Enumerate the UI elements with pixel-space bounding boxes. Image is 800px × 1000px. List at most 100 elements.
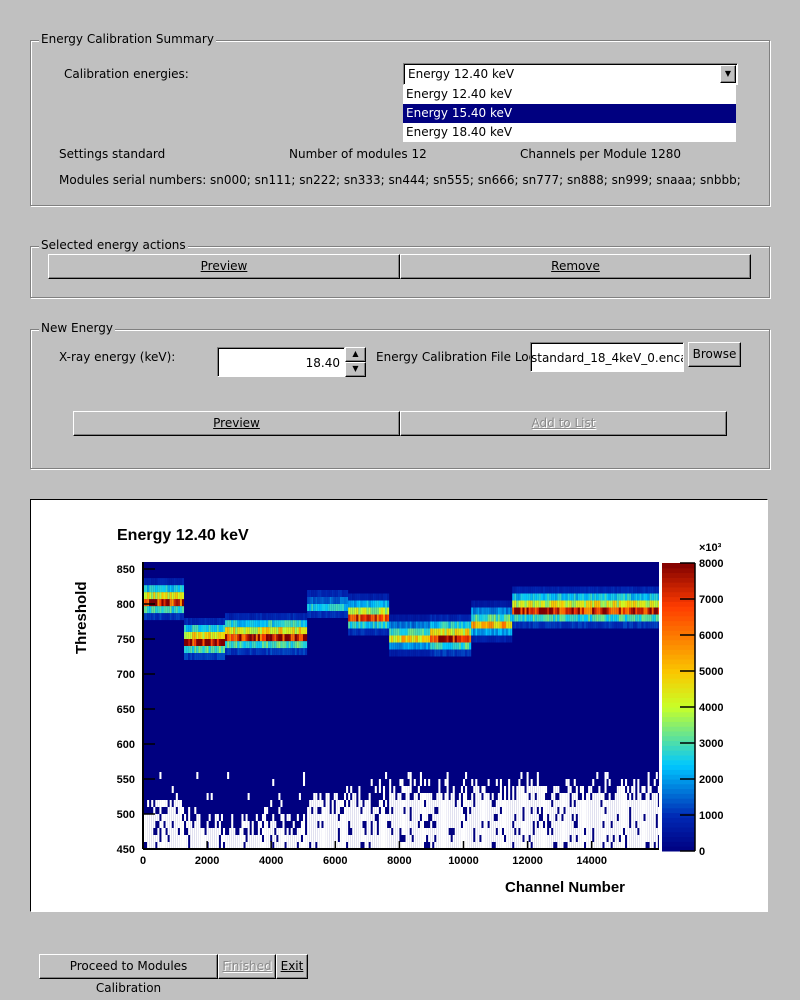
heatmap-cell	[581, 835, 585, 842]
dropdown-option[interactable]: Energy 18.40 keV	[406, 125, 513, 139]
heatmap-cell	[493, 835, 496, 842]
heatmap-cell	[641, 621, 644, 629]
heatmap-cell	[397, 621, 400, 629]
heatmap-cell	[321, 604, 324, 611]
heatmap-cell	[239, 627, 242, 635]
heatmap-cell	[516, 821, 519, 828]
heatmap-cell	[290, 613, 293, 621]
heatmap-cell	[344, 835, 347, 842]
heatmap-cell	[147, 606, 150, 614]
increment-up-button[interactable]: ▲	[345, 347, 366, 362]
heatmap-cell	[356, 842, 359, 849]
heatmap-cell	[532, 593, 535, 601]
preview-selected-button[interactable]: Preview	[48, 254, 400, 279]
preview-new-button[interactable]: Preview	[73, 411, 400, 436]
plot-canvas[interactable]: Energy 12.40 keV Channel Number Threshol…	[30, 499, 768, 912]
heatmap-cell	[653, 600, 656, 608]
heatmap-cell	[175, 828, 178, 835]
file-log-input[interactable]: standard_18_4keV_0.encal	[530, 342, 684, 372]
heatmap-cell	[159, 821, 162, 828]
heatmap-cell	[321, 828, 324, 835]
heatmap-cell	[432, 614, 435, 622]
remove-button[interactable]: Remove	[400, 254, 751, 279]
heatmap-cell	[417, 828, 420, 835]
heatmap-cell	[458, 814, 461, 821]
heatmap-cell	[296, 641, 299, 649]
exit-button[interactable]: Exit	[276, 954, 308, 979]
heatmap-cell	[378, 614, 381, 622]
dropdown-option[interactable]: Energy 15.40 keV	[403, 104, 736, 123]
heatmap-cell	[424, 835, 427, 842]
heatmap-cell	[153, 613, 156, 621]
heatmap-cell	[331, 611, 334, 618]
chevron-down-icon[interactable]: ▼	[720, 65, 736, 83]
heatmap-cell	[241, 828, 244, 835]
heatmap-cell	[208, 653, 211, 660]
heatmap-cell	[547, 600, 550, 608]
heatmap-cell	[538, 842, 541, 849]
heatmap-cell	[149, 599, 152, 607]
heatmap-cell	[625, 586, 628, 594]
heatmap-cell	[594, 828, 597, 835]
heatmap-cell	[428, 642, 431, 650]
heatmap-cell	[145, 821, 148, 828]
heatmap-cell	[528, 842, 531, 849]
heatmap-cell	[473, 807, 476, 814]
browse-button[interactable]: Browse	[688, 342, 741, 367]
heatmap-cell	[565, 779, 568, 786]
heatmap-cell	[518, 807, 521, 814]
heatmap-cell	[366, 607, 369, 615]
heatmap-cell	[446, 779, 449, 786]
calibration-energies-dropdown[interactable]: Energy 12.40 keV ▼	[403, 63, 738, 85]
heatmap-cell	[432, 635, 435, 643]
heatmap-cell	[346, 786, 349, 793]
heatmap-cell	[565, 807, 568, 814]
heatmap-cell	[438, 814, 441, 821]
heatmap-cell	[426, 642, 429, 650]
xray-energy-input[interactable]: 18.40	[217, 347, 345, 377]
add-to-list-button[interactable]: Add to List	[400, 411, 727, 436]
heatmap-cell	[612, 842, 615, 849]
heatmap-cell	[549, 814, 552, 821]
heatmap-cell	[581, 621, 585, 629]
heatmap-cell	[540, 607, 543, 615]
heatmap-cell	[417, 800, 420, 807]
heatmap-cell	[608, 800, 611, 807]
heatmap-cell	[637, 621, 640, 629]
heatmap-cell	[292, 620, 295, 628]
heatmap-cell	[440, 828, 443, 835]
heatmap-cell	[202, 842, 205, 849]
heatmap-cell	[584, 807, 587, 814]
heatmap-cell	[446, 842, 449, 849]
heatmap-cell	[542, 793, 546, 800]
finished-button[interactable]: Finished	[218, 954, 276, 979]
heatmap-cell	[614, 814, 617, 821]
heatmap-cell	[465, 793, 468, 800]
heatmap-cell	[448, 614, 451, 622]
heatmap-cell	[364, 800, 367, 807]
heatmap-cell	[177, 835, 180, 842]
increment-down-button[interactable]: ▼	[345, 362, 366, 377]
heatmap-cell	[522, 593, 525, 601]
proceed-button[interactable]: Proceed to Modules Calibration	[39, 954, 218, 995]
heatmap-cell	[471, 628, 474, 636]
heatmap-cell	[196, 632, 199, 639]
heatmap-cell	[218, 653, 221, 660]
heatmap-cell	[163, 835, 166, 842]
colorbar-tick-label: 6000	[699, 630, 723, 642]
heatmap-cell	[483, 635, 486, 643]
dropdown-option[interactable]: Energy 12.40 keV	[406, 87, 513, 101]
heatmap-cell	[649, 607, 652, 615]
heatmap-cell	[188, 639, 191, 646]
heatmap-cell	[598, 600, 601, 608]
heatmap-cell	[454, 807, 457, 814]
heatmap-cell	[518, 835, 521, 842]
heatmap-cell	[233, 835, 236, 842]
colorbar-segment	[662, 764, 695, 770]
heatmap-cell	[225, 842, 228, 849]
heatmap-cell	[220, 835, 223, 842]
heatmap-cell	[432, 828, 435, 835]
heatmap-cell	[542, 607, 546, 615]
heatmap-cell	[542, 614, 546, 622]
heatmap-cell	[641, 814, 644, 821]
